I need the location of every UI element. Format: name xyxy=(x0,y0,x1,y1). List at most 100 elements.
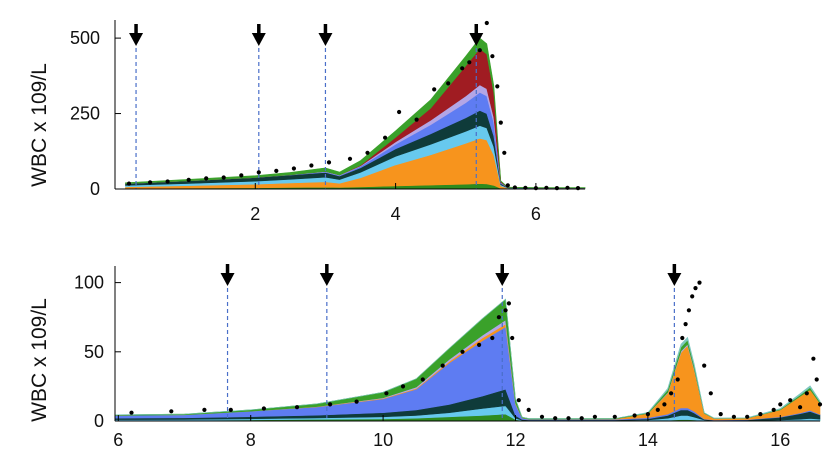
data-point xyxy=(526,407,531,412)
data-point xyxy=(420,377,425,382)
data-point xyxy=(708,391,713,396)
data-point xyxy=(814,377,819,382)
y-axis-title-bottom: WBC x 109/L xyxy=(28,298,51,422)
chart-bottom: WBC x 109/L 6 8 10 12 14 16 0 50 100 xyxy=(28,264,823,450)
data-point xyxy=(326,160,332,165)
data-point xyxy=(778,402,783,407)
data-point xyxy=(186,177,191,182)
data-point xyxy=(655,407,660,412)
data-point xyxy=(686,308,692,313)
data-point xyxy=(397,109,402,115)
data-point xyxy=(221,175,226,180)
data-point xyxy=(804,391,809,396)
area-series-7 xyxy=(125,37,586,189)
x-tick-label: 10 xyxy=(373,430,393,450)
data-point xyxy=(566,416,571,421)
data-point xyxy=(460,349,465,354)
data-point xyxy=(788,398,793,403)
data-point xyxy=(384,391,389,396)
data-point xyxy=(680,335,685,341)
data-point xyxy=(256,170,261,175)
data-point xyxy=(579,416,584,421)
data-point xyxy=(440,363,445,368)
data-point xyxy=(798,405,803,410)
data-point xyxy=(169,409,174,414)
data-point xyxy=(261,406,266,411)
data-point xyxy=(693,286,698,291)
x-tick-label: 8 xyxy=(246,430,256,450)
data-point xyxy=(645,412,651,417)
x-tick-label: 14 xyxy=(638,430,658,450)
data-point xyxy=(506,301,511,306)
y-tick-label: 500 xyxy=(70,28,100,48)
x-tick-label: 12 xyxy=(505,430,525,450)
data-point xyxy=(460,66,465,71)
data-point xyxy=(239,173,244,178)
data-point xyxy=(274,168,279,173)
data-point xyxy=(510,335,515,341)
data-point xyxy=(309,163,314,168)
x-tick-label: 6 xyxy=(113,430,123,450)
data-point xyxy=(554,186,560,191)
data-point xyxy=(516,398,521,403)
x-tick-label: 4 xyxy=(391,204,401,224)
x-tick-label: 6 xyxy=(531,204,541,224)
x-tick-label: 16 xyxy=(770,430,790,450)
data-point xyxy=(432,87,437,92)
y-tick-label: 100 xyxy=(74,273,104,293)
data-point xyxy=(758,412,763,417)
y-tick-label: 0 xyxy=(94,411,104,431)
data-point xyxy=(294,405,300,410)
data-point xyxy=(662,402,667,407)
data-point xyxy=(490,335,495,341)
treatment-arrow-icon xyxy=(495,273,510,286)
data-point xyxy=(612,414,617,419)
area-series-7 xyxy=(114,298,821,419)
treatment-arrow-icon xyxy=(318,33,333,46)
data-point xyxy=(592,414,598,419)
data-point xyxy=(718,412,723,417)
data-point xyxy=(553,416,558,421)
data-point xyxy=(484,20,489,26)
data-point xyxy=(365,150,370,155)
data-point xyxy=(400,384,406,389)
data-point xyxy=(502,150,507,155)
treatment-arrow-icon xyxy=(220,273,235,286)
data-point xyxy=(496,315,501,320)
data-point xyxy=(539,414,545,419)
data-point xyxy=(291,166,296,171)
data-point xyxy=(414,117,419,122)
treatment-arrow-icon xyxy=(319,273,334,286)
data-point xyxy=(347,156,353,161)
data-point xyxy=(575,186,581,191)
treatment-arrow-icon xyxy=(129,33,144,46)
data-point xyxy=(745,414,750,419)
data-point xyxy=(228,407,233,412)
data-point xyxy=(467,60,472,65)
data-point xyxy=(148,180,153,185)
data-point xyxy=(126,181,132,186)
data-point xyxy=(202,407,207,412)
data-point xyxy=(498,120,503,125)
x-tick-label: 2 xyxy=(250,204,260,224)
data-point xyxy=(446,81,451,86)
y-tick-label: 50 xyxy=(84,342,104,362)
data-point xyxy=(328,402,333,407)
data-point xyxy=(129,410,134,415)
treatment-arrow-icon xyxy=(469,33,484,46)
data-point xyxy=(702,363,707,368)
data-point xyxy=(477,48,482,53)
treatment-arrow-icon xyxy=(667,273,682,286)
data-point xyxy=(204,176,209,181)
treatment-arrow-icon xyxy=(251,33,266,46)
data-point xyxy=(669,391,674,396)
data-point xyxy=(811,356,816,361)
data-point xyxy=(771,407,776,412)
data-point xyxy=(817,402,823,407)
data-point xyxy=(675,377,680,382)
data-point xyxy=(697,280,702,285)
data-point xyxy=(683,322,688,327)
data-point xyxy=(495,84,500,89)
data-point xyxy=(165,179,170,184)
